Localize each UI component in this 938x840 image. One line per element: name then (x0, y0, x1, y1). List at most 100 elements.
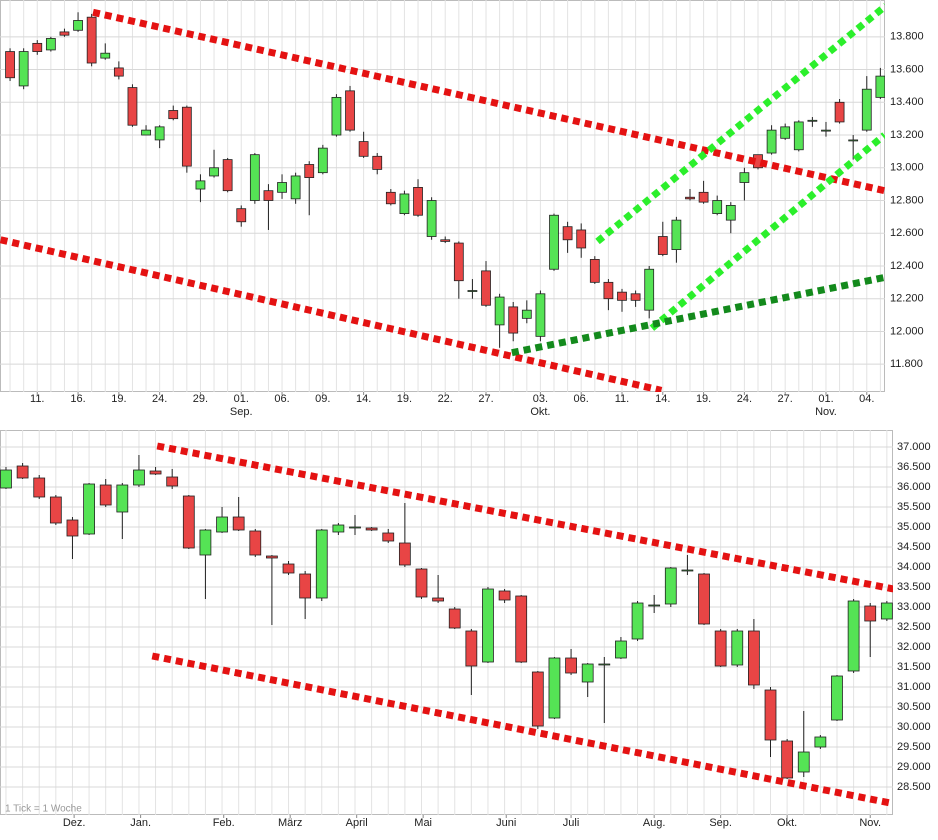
candle-body (249, 530, 262, 556)
candle-body (589, 259, 600, 283)
y-tick-label: 13.600 (890, 63, 924, 75)
x-tick-label: 01. (234, 393, 249, 405)
candle-body (5, 51, 15, 79)
month-label: Sep. (230, 406, 253, 418)
x-tick-label: 06. (274, 393, 289, 405)
candle-body (209, 167, 219, 177)
y-tick-label: 31.500 (897, 661, 931, 673)
candle-body (549, 214, 559, 270)
y-tick-label: 32.000 (897, 641, 931, 653)
candle-body (277, 182, 287, 193)
candle-body (515, 595, 528, 663)
candle-body (548, 657, 561, 719)
candle-body (657, 236, 668, 255)
y-tick-label: 34.500 (897, 541, 931, 553)
candle-body (349, 526, 361, 529)
candle-body (562, 226, 573, 241)
trendline (595, 3, 885, 245)
candle-body (453, 242, 464, 282)
x-tick-label: 24. (737, 393, 752, 405)
y-tick-label: 35.000 (897, 521, 931, 533)
candle-body (199, 529, 212, 556)
candle-body (345, 90, 355, 131)
x-tick-label: 19. (397, 393, 412, 405)
candle-body (133, 469, 145, 486)
candle-body (821, 129, 831, 132)
candle-body (33, 477, 46, 498)
candle-body (766, 129, 777, 154)
x-tick-label: Aug. (643, 817, 666, 829)
y-tick-label: 30.000 (897, 721, 931, 733)
candle-body (576, 229, 587, 249)
candle-body (358, 141, 369, 157)
candle-body (317, 147, 328, 174)
x-tick-label: 27. (478, 393, 493, 405)
candle-body (372, 155, 383, 170)
y-tick-label: 13.200 (890, 129, 924, 141)
x-tick-label: 03. (533, 393, 548, 405)
trendline (92, 8, 885, 195)
candle-body (426, 200, 437, 237)
x-tick-label: 22. (438, 393, 453, 405)
y-tick-label: 36.500 (897, 461, 931, 473)
candle-body (864, 605, 877, 622)
candle-body (141, 129, 151, 136)
candle-body (848, 139, 859, 142)
candle-body (59, 31, 70, 36)
y-tick-label: 12.600 (890, 227, 924, 239)
candle-body (232, 516, 245, 531)
candle-body (315, 529, 328, 599)
x-tick-label: 11. (30, 393, 44, 405)
candle-body (365, 527, 378, 531)
y-tick-label: 35.500 (897, 501, 931, 513)
y-tick-label: 12.800 (890, 194, 924, 206)
candle-body (304, 164, 315, 178)
candle-body (671, 219, 682, 251)
y-tick-label: 12.400 (890, 260, 924, 272)
candle-body (631, 602, 644, 640)
plot (0, 430, 893, 815)
candle-body (18, 51, 29, 87)
candle-body (448, 608, 461, 629)
candle-body (880, 602, 893, 620)
candle-body (712, 200, 723, 214)
candle-body (0, 469, 12, 489)
x-tick-label: 19. (696, 393, 711, 405)
x-tick-label: 01. (818, 393, 833, 405)
candle-body (748, 630, 760, 686)
x-tick-label: Okt. (777, 817, 797, 829)
y-tick-label: 11.800 (890, 358, 923, 370)
candle-body (382, 532, 395, 542)
candle-body (681, 569, 694, 572)
candle-body (398, 542, 411, 566)
candle-body (195, 180, 206, 190)
candle-body (236, 208, 247, 223)
candle-body (181, 106, 192, 167)
candle-body (331, 96, 342, 136)
x-tick-label: März (278, 817, 302, 829)
candle-body (467, 290, 478, 292)
trendline (0, 236, 663, 392)
candle-body (861, 88, 872, 131)
candle-body (644, 268, 655, 311)
y-tick-label: 12.200 (890, 293, 924, 305)
y-tick-label: 34.000 (897, 561, 931, 573)
y-tick-label: 36.000 (897, 481, 931, 493)
y-tick-label: 37.000 (897, 441, 931, 453)
candle-body (149, 470, 162, 475)
y-tick-label: 13.800 (890, 31, 924, 43)
candle-body (83, 483, 95, 535)
candle-body (49, 496, 62, 524)
candle-body (385, 191, 396, 205)
candle-body (508, 306, 519, 334)
candle-body (531, 671, 544, 727)
y-tick-label: 12.000 (890, 325, 924, 337)
plot (0, 0, 885, 392)
trendline (511, 273, 885, 357)
x-tick-label: 06. (574, 393, 589, 405)
candle-body (664, 567, 677, 605)
candle-body (482, 588, 494, 663)
x-tick-label: Juli (563, 817, 580, 829)
month-label: Nov. (815, 406, 837, 418)
